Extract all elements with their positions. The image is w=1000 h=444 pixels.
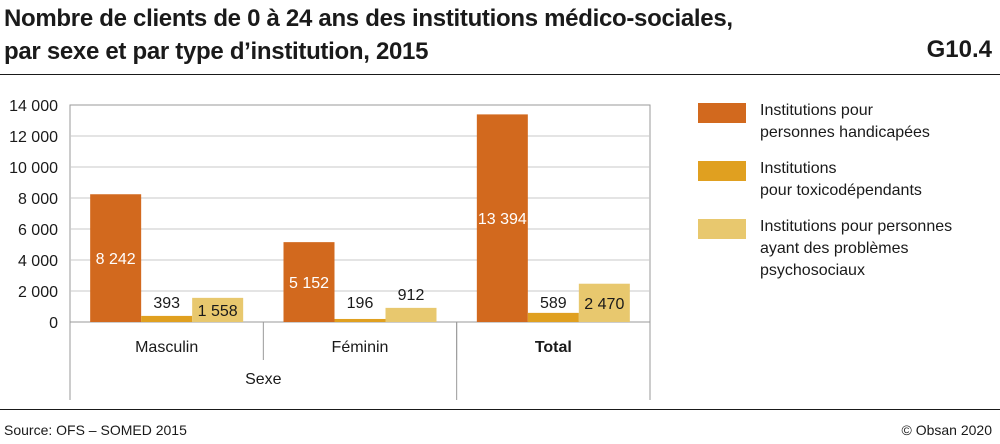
x-tick-label: Féminin — [332, 339, 389, 356]
bar — [90, 194, 142, 322]
data-label: 1 558 — [198, 303, 238, 320]
chart-title-line-1: Nombre de clients de 0 à 24 ans des inst… — [4, 5, 733, 32]
top-rule — [0, 74, 1000, 75]
legend-swatch-toxico — [698, 161, 746, 181]
bottom-rule — [0, 409, 1000, 410]
legend-label-toxico: Institutions pour toxicodépendants — [760, 160, 922, 199]
legend-item-toxico: Institutions pour toxicodépendants — [698, 158, 998, 216]
data-label: 5 152 — [289, 275, 329, 292]
x-tick-label: Total — [535, 339, 572, 356]
legend-swatch-handicap — [698, 103, 746, 123]
chart-title: Nombre de clients de 0 à 24 ans des inst… — [4, 2, 824, 68]
bar — [192, 297, 244, 322]
bar — [527, 312, 579, 322]
data-label: 589 — [540, 295, 567, 312]
x-axis-title: Sexe — [245, 371, 282, 388]
legend-swatch-psychosocial — [698, 219, 746, 239]
bar — [283, 242, 335, 322]
copyright-note: © Obsan 2020 — [901, 422, 993, 438]
data-label: 2 470 — [584, 296, 624, 313]
bar — [141, 315, 193, 322]
bar — [578, 283, 630, 322]
bar — [476, 114, 528, 322]
y-tick-label: 2 000 — [18, 284, 58, 301]
bar — [385, 307, 437, 322]
legend: Institutions pour personnes handicapées … — [698, 100, 998, 279]
plot-frame — [69, 104, 651, 323]
data-label: 13 394 — [478, 211, 527, 228]
x-axis: Masculin Féminin Total Sexe — [69, 322, 651, 400]
data-label: 8 242 — [96, 251, 136, 268]
chart-title-line-2: par sexe et par type d’institution, 2015 — [4, 38, 429, 65]
bar — [334, 318, 386, 322]
data-label: 196 — [347, 295, 374, 312]
legend-label-psychosocial: Institutions pour personnes ayant des pr… — [760, 218, 953, 279]
bars: 8 242 393 1 558 5 152 196 912 13 394 589 2 470 — [90, 114, 630, 322]
y-tick-label: 12 000 — [9, 129, 58, 146]
y-tick-label: 6 000 — [18, 222, 58, 239]
y-tick-label: 4 000 — [18, 253, 58, 270]
y-tick-label: 8 000 — [18, 191, 58, 208]
y-tick-label: 14 000 — [9, 98, 58, 115]
data-label: 912 — [398, 287, 425, 304]
source-note: Source: OFS – SOMED 2015 — [4, 422, 187, 438]
figure-id: G10.4 — [926, 36, 992, 63]
legend-label-handicap: Institutions pour personnes handicapées — [760, 102, 930, 141]
y-tick-label: 0 — [49, 315, 58, 332]
grid-lines — [69, 104, 651, 323]
legend-item-handicap: Institutions pour personnes handicapées — [698, 100, 998, 158]
x-tick-label: Masculin — [135, 339, 198, 356]
data-label: 393 — [153, 295, 180, 312]
y-axis: 0 2 000 4 000 6 000 8 000 10 000 12 000 14 000 — [9, 98, 58, 332]
legend-item-psychosocial: Institutions pour personnes ayant des pr… — [698, 216, 998, 279]
y-tick-label: 10 000 — [9, 160, 58, 177]
